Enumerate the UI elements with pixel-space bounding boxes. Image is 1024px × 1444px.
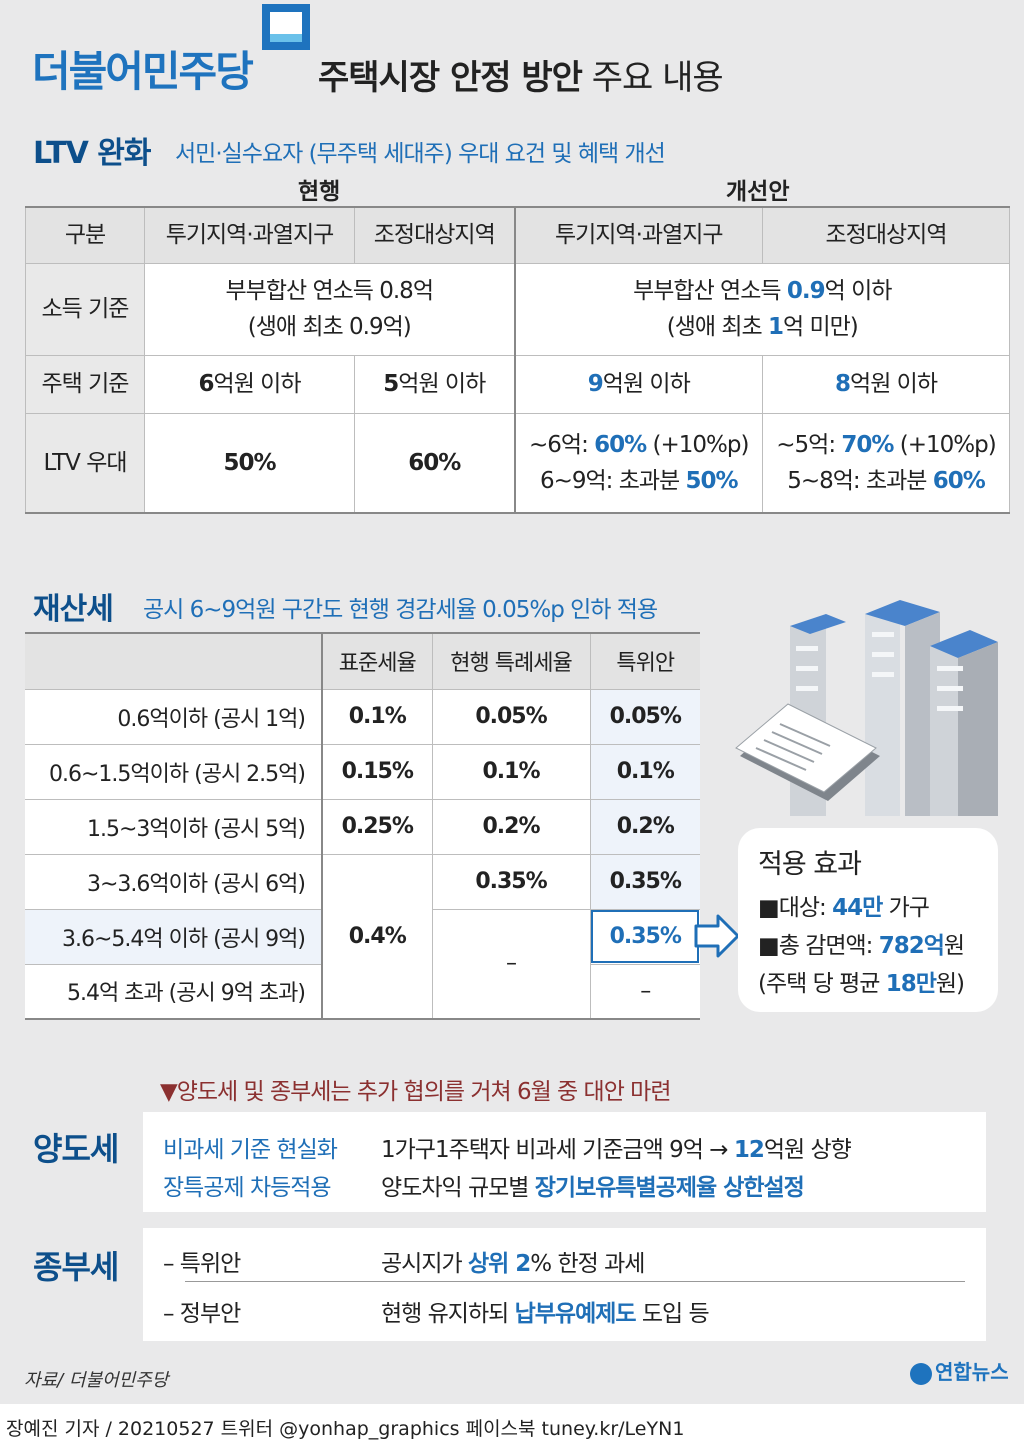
ltv-subtitle: 서민·실수요자 (무주택 세대주) 우대 요건 및 혜택 개선	[175, 141, 666, 167]
prop-header-cur: 현행 특례세율	[432, 633, 591, 690]
current-label: 현행	[298, 179, 341, 205]
house-cur-1: 6억원 이하	[144, 354, 355, 414]
yonhap-logo-icon	[910, 1362, 932, 1385]
proposal-label: 개선안	[726, 179, 790, 205]
row-label-house: 주택 기준	[25, 354, 145, 414]
comprehensive-r2-label: – 정부안	[163, 1301, 241, 1327]
prop-row-label: 1.5~3억이하 (공시 5억)	[25, 799, 323, 855]
prop-std: 0.4%	[322, 854, 433, 1019]
prop-std: 0.1%	[322, 689, 433, 745]
prop-row-label: 5.4억 초과 (공시 9억 초과)	[25, 964, 323, 1020]
flag-icon	[262, 4, 310, 50]
ltv-header-category: 구분	[25, 206, 145, 264]
title-rest: 주요 내용	[581, 58, 724, 98]
property-table: 표준세율 현행 특례세율 특위안 0.6억이하 (공시 1억) 0.1% 0.0…	[25, 632, 700, 1020]
prop-cur: 0.1%	[432, 744, 591, 800]
footer-bar	[0, 1404, 1024, 1444]
ltv-cur-1: 50%	[144, 412, 355, 514]
source-text: 자료/ 더불어민주당	[24, 1370, 169, 1391]
prop-pro-highlight: 0.35%	[590, 909, 700, 965]
comprehensive-r1-label: – 특위안	[163, 1251, 241, 1277]
income-current: 부부합산 연소득 0.8억 (생애 최초 0.9억)	[144, 262, 515, 356]
prop-row-label: 3~3.6억이하 (공시 6억)	[25, 854, 323, 910]
comprehensive-box: – 특위안 공시지가 상위 2% 한정 과세 – 정부안 현행 유지하되 납부유…	[143, 1228, 986, 1341]
row-label-income: 소득 기준	[25, 262, 145, 356]
divider	[185, 1281, 965, 1282]
prop-std: 0.15%	[322, 744, 433, 800]
prop-row-label: 3.6~5.4억 이하 (공시 9억)	[25, 909, 323, 965]
comprehensive-r2-text: 현행 유지하되 납부유예제도 도입 등	[381, 1301, 710, 1327]
prop-header-std: 표준세율	[322, 633, 433, 690]
prop-pro: –	[590, 964, 700, 1020]
capital-gains-r2-text: 양도차익 규모별 장기보유특별공제율 상한설정	[381, 1175, 805, 1201]
capital-gains-r2-label: 장특공제 차등적용	[163, 1175, 332, 1201]
effect-title: 적용 효과	[758, 849, 862, 880]
house-pro-2: 8억원 이하	[762, 354, 1010, 414]
prop-cur: –	[432, 909, 591, 1019]
prop-row-label: 0.6~1.5억이하 (공시 2.5억)	[25, 744, 323, 800]
prop-row-label: 0.6억이하 (공시 1억)	[25, 689, 323, 745]
income-proposal-line2: (생애 최초 1억 미만)	[666, 314, 859, 340]
prop-cur: 0.05%	[432, 689, 591, 745]
prop-std: 0.25%	[322, 799, 433, 855]
income-proposal-line1: 부부합산 연소득 0.9억 이하	[633, 278, 892, 304]
effect-total: ■총 감면액: 782억원	[758, 933, 965, 959]
comprehensive-title: 종부세	[33, 1248, 119, 1286]
comprehensive-r1-text: 공시지가 상위 2% 한정 과세	[381, 1251, 645, 1277]
capital-gains-r1-text: 1가구1주택자 비과세 기준금액 9억 → 12억원 상향	[381, 1137, 852, 1163]
prop-cur: 0.35%	[432, 854, 591, 910]
income-current-line1: 부부합산 연소득 0.8억	[225, 278, 434, 304]
row-label-ltv: LTV 우대	[25, 412, 145, 514]
apartment-buildings-icon	[735, 600, 998, 816]
house-pro-1: 9억원 이하	[513, 354, 763, 414]
capital-gains-title: 양도세	[33, 1130, 119, 1168]
ltv-cur-2: 60%	[354, 412, 515, 514]
effect-target: ■대상: 44만 가구	[758, 895, 930, 921]
ltv-pro-1: ~6억: 60% (+10%p) 6~9억: 초과분 50%	[513, 412, 763, 514]
arrow-right-icon	[694, 914, 740, 958]
prop-pro: 0.1%	[590, 744, 700, 800]
capital-gains-box: 비과세 기준 현실화 1가구1주택자 비과세 기준금액 9억 → 12억원 상향…	[143, 1112, 986, 1212]
page-title: 주택시장 안정 방안 주요 내용	[318, 50, 724, 99]
property-subtitle: 공시 6~9억원 구간도 현행 경감세율 0.05%p 인하 적용	[143, 597, 658, 623]
ltv-header-cur-speculation: 투기지역·과열지구	[144, 206, 355, 264]
prop-cur: 0.2%	[432, 799, 591, 855]
prop-pro: 0.2%	[590, 799, 700, 855]
credit-text: 장예진 기자 / 20210527 트위터 @yonhap_graphics 페…	[6, 1418, 685, 1440]
effect-average: (주택 당 평균 18만원)	[758, 971, 965, 997]
income-proposal: 부부합산 연소득 0.9억 이하 (생애 최초 1억 미만)	[513, 262, 1010, 356]
party-logo: 더불어민주당	[32, 47, 254, 96]
income-current-line2: (생애 최초 0.9억)	[247, 314, 412, 340]
prop-pro: 0.05%	[590, 689, 700, 745]
property-title: 재산세	[33, 592, 114, 627]
prop-pro: 0.35%	[590, 854, 700, 910]
house-cur-2: 5억원 이하	[354, 354, 515, 414]
prop-header-pro: 특위안	[590, 633, 700, 690]
ltv-header-cur-adjust: 조정대상지역	[354, 206, 515, 264]
ltv-title: LTV 완화	[33, 136, 151, 171]
effect-box: 적용 효과 ■대상: 44만 가구 ■총 감면액: 782억원 (주택 당 평균…	[738, 828, 998, 1012]
ltv-pro-2: ~5억: 70% (+10%p) 5~8억: 초과분 60%	[762, 412, 1010, 514]
ltv-header-pro-speculation: 투기지역·과열지구	[513, 206, 763, 264]
prop-header-blank	[25, 633, 323, 690]
capital-gains-r1-label: 비과세 기준 현실화	[163, 1137, 338, 1163]
yonhap-logo: 연합뉴스	[910, 1356, 1009, 1385]
title-bold: 주택시장 안정 방안	[318, 58, 583, 98]
notice-text: ▼양도세 및 종부세는 추가 협의를 거쳐 6월 중 대안 마련	[160, 1079, 671, 1105]
ltv-header-pro-adjust: 조정대상지역	[762, 206, 1010, 264]
ltv-table: 구분 투기지역·과열지구 조정대상지역 투기지역·과열지구 조정대상지역 소득 …	[25, 206, 1010, 514]
